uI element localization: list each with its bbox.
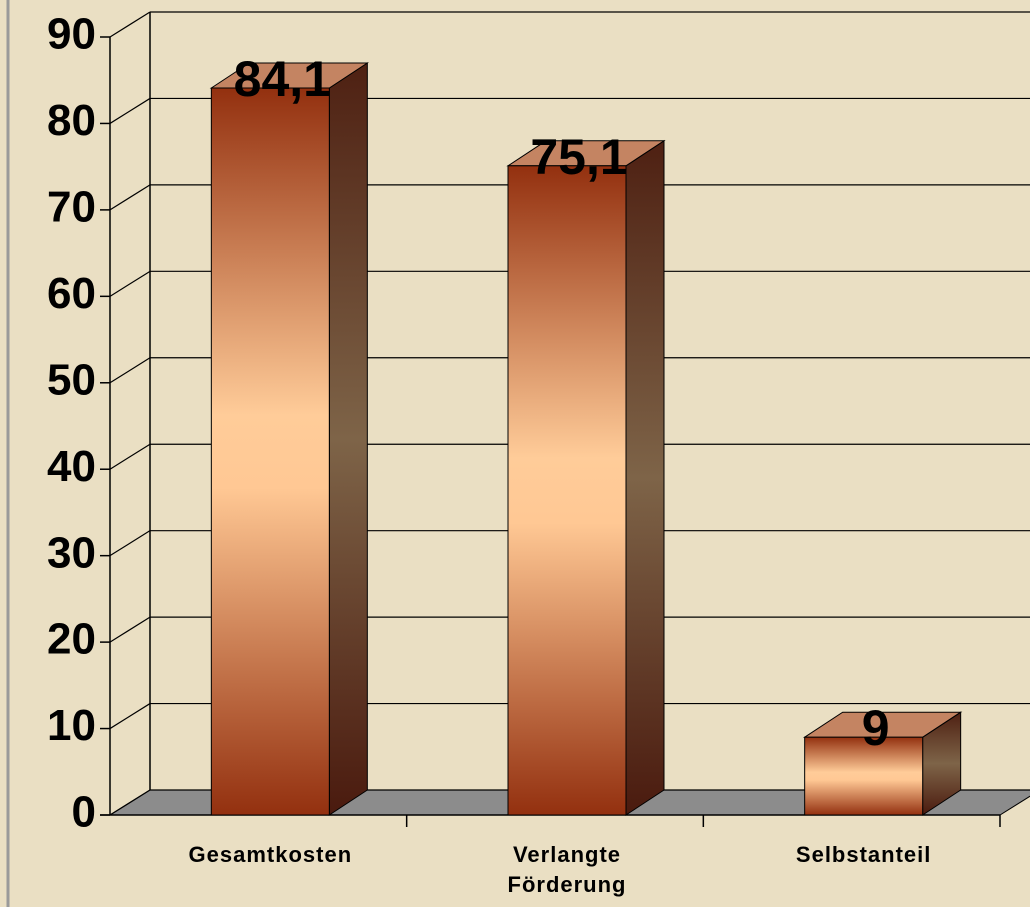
x-tick-label: Selbstanteil bbox=[795, 842, 932, 867]
grid-line bbox=[109, 530, 151, 557]
y-tick-label: 80 bbox=[47, 96, 96, 145]
y-tick-label: 60 bbox=[47, 269, 96, 318]
y-tick-label: 90 bbox=[47, 10, 96, 59]
x-tick-label: Gesamtkosten bbox=[188, 842, 353, 867]
y-tick-label: 0 bbox=[72, 788, 96, 837]
bar-side bbox=[328, 62, 368, 816]
y-tick-label: 50 bbox=[47, 355, 96, 404]
grid-line bbox=[109, 184, 151, 211]
x-tick-label: Verlangte Förderung bbox=[507, 842, 627, 897]
grid-line bbox=[109, 616, 151, 643]
value-label: 84,1 bbox=[234, 51, 331, 107]
grid-line bbox=[109, 270, 151, 297]
bar-side bbox=[625, 139, 665, 816]
y-tick-label: 30 bbox=[47, 528, 96, 577]
value-label: 9 bbox=[862, 700, 890, 756]
bar bbox=[804, 736, 924, 816]
y-tick-label: 20 bbox=[47, 615, 96, 664]
grid-line bbox=[109, 97, 151, 124]
y-tick-label: 40 bbox=[47, 442, 96, 491]
value-label: 75,1 bbox=[530, 129, 627, 185]
y-tick-label: 70 bbox=[47, 183, 96, 232]
grid-line bbox=[109, 443, 151, 470]
y-tick-label: 10 bbox=[47, 701, 96, 750]
grid-line bbox=[109, 11, 151, 38]
bar bbox=[210, 87, 330, 816]
bar bbox=[507, 165, 627, 816]
grid-line bbox=[109, 789, 151, 816]
grid-line bbox=[109, 703, 151, 730]
grid-line bbox=[109, 357, 151, 384]
